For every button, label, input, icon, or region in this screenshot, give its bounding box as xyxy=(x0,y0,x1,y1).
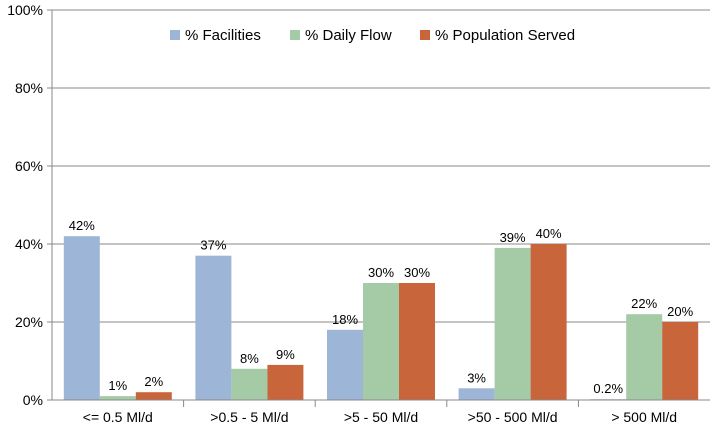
x-category-label: >50 - 500 Ml/d xyxy=(468,409,558,425)
y-tick-label: 60% xyxy=(15,158,43,174)
legend: % Facilities % Daily Flow % Population Ser… xyxy=(170,27,575,44)
data-label: 40% xyxy=(536,226,562,241)
y-tick-label: 80% xyxy=(15,80,43,96)
bar xyxy=(195,255,232,400)
bar xyxy=(662,322,699,400)
data-label: 9% xyxy=(276,347,295,362)
data-label: 30% xyxy=(404,265,430,280)
legend-label: % Population Served xyxy=(435,27,575,44)
bar xyxy=(363,283,399,400)
x-axis-categories: <= 0.5 Ml/d >0.5 - 5 Ml/d >5 - 50 Ml/d >50 … xyxy=(83,409,677,425)
data-label: 42% xyxy=(69,218,95,233)
gridlines xyxy=(52,9,710,323)
y-tick-label: 20% xyxy=(15,314,43,330)
x-category-label: >5 - 50 Ml/d xyxy=(344,409,418,425)
data-label: 8% xyxy=(240,351,259,366)
data-label: 18% xyxy=(332,312,358,327)
data-label: 0.2% xyxy=(593,381,623,396)
legend-label: % Daily Flow xyxy=(305,27,392,44)
data-label: 30% xyxy=(368,265,394,280)
bar xyxy=(63,236,100,400)
axes xyxy=(51,10,710,407)
bar xyxy=(231,368,268,400)
legend-swatch xyxy=(290,30,300,40)
bar xyxy=(530,244,567,400)
y-tick-label: 40% xyxy=(15,236,43,252)
x-category-label: > 500 Ml/d xyxy=(611,409,677,425)
bars xyxy=(63,236,699,400)
bar xyxy=(327,329,363,400)
bar xyxy=(135,392,172,400)
y-axis-ticks: 0% 20% 40% 60% 80% 100% xyxy=(7,2,52,408)
data-labels: 42% 1% 2% 37% 8% 9% 18% 30% 30% 3% 39% 40% 0.2% 22% 20… xyxy=(69,218,694,396)
data-label: 39% xyxy=(500,230,526,245)
bar xyxy=(99,396,136,400)
bar xyxy=(399,283,435,400)
y-tick-label: 100% xyxy=(7,2,43,18)
bar xyxy=(458,388,495,400)
y-tick-label: 0% xyxy=(23,392,43,408)
legend-swatch xyxy=(170,30,180,40)
data-label: 22% xyxy=(631,296,657,311)
data-label: 3% xyxy=(467,370,486,385)
data-label: 37% xyxy=(200,238,226,253)
data-label: 2% xyxy=(144,374,163,389)
data-label: 20% xyxy=(667,304,693,319)
bar xyxy=(494,247,531,400)
data-label: 1% xyxy=(108,378,127,393)
legend-swatch xyxy=(420,30,430,40)
bar xyxy=(267,364,304,400)
bar xyxy=(626,314,663,400)
legend-label: % Facilities xyxy=(185,27,261,44)
x-category-label: >0.5 - 5 Ml/d xyxy=(210,409,288,425)
x-category-label: <= 0.5 Ml/d xyxy=(83,409,153,425)
